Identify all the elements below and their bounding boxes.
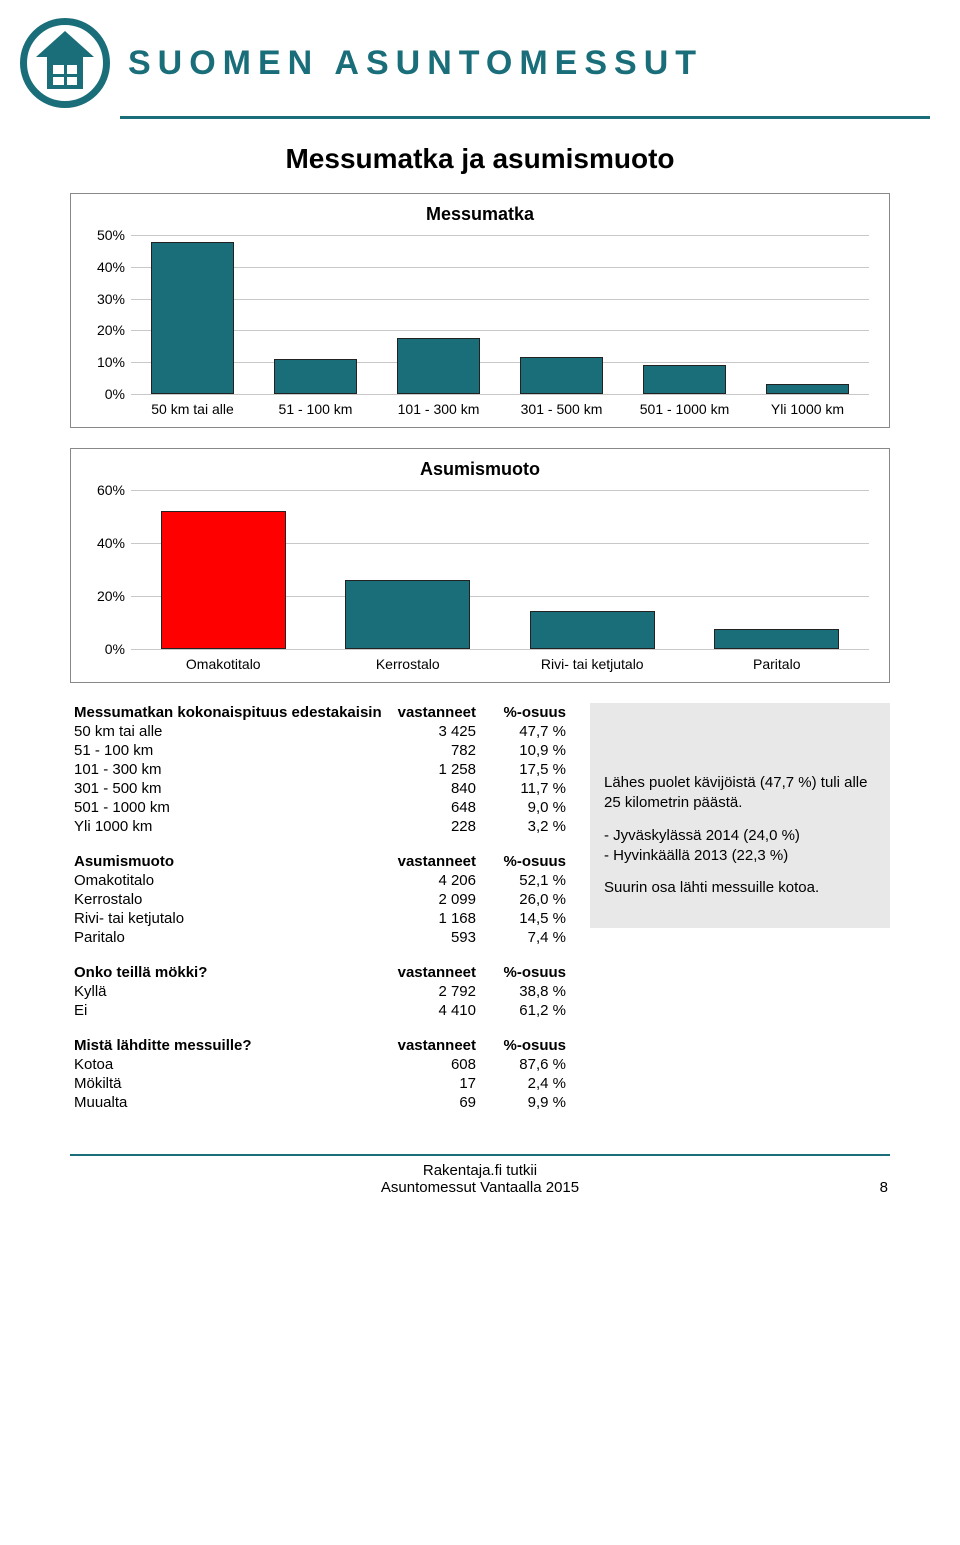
chart-bar: [766, 384, 850, 394]
x-axis-label: Yli 1000 km: [746, 395, 869, 423]
chart-bar: [345, 580, 470, 649]
table-row: Kyllä2 79238,8 %: [70, 982, 570, 1001]
x-axis-label: 101 - 300 km: [377, 395, 500, 423]
x-axis-label: Rivi- tai ketjutalo: [500, 650, 685, 678]
table-row: 50 km tai alle3 42547,7 %: [70, 722, 570, 741]
chart1-title: Messumatka: [85, 204, 875, 225]
page-footer: Rakentaja.fi tutkii Asuntomessut Vantaal…: [0, 1162, 960, 1216]
footer-divider: [70, 1154, 890, 1156]
page-title: Messumatka ja asumismuoto: [0, 143, 960, 175]
y-axis-label: 20%: [85, 588, 125, 604]
callout-text: Suurin osa lähti messuille kotoa.: [604, 878, 876, 898]
chart-messumatka: Messumatka 0% 10% 20% 30% 40% 50% 50 km tai a…: [70, 193, 890, 428]
table-lahto: Mistä lähditte messuille?vastanneet%-osu…: [70, 1036, 570, 1112]
chart-bar: [643, 365, 727, 394]
header-divider: [120, 116, 930, 119]
y-axis-label: 50%: [85, 227, 125, 243]
y-axis-label: 40%: [85, 535, 125, 551]
table-row: Muualta699,9 %: [70, 1093, 570, 1112]
table-row: Mökiltä172,4 %: [70, 1074, 570, 1093]
chart-bar: [714, 629, 839, 649]
x-axis-label: 301 - 500 km: [500, 395, 623, 423]
x-axis-label: Omakotitalo: [131, 650, 316, 678]
table-row: Yli 1000 km2283,2 %: [70, 817, 570, 836]
page-number: 8: [880, 1179, 888, 1196]
x-axis-label: 50 km tai alle: [131, 395, 254, 423]
footer-line: Rakentaja.fi tutkii: [0, 1162, 960, 1179]
y-axis-label: 0%: [85, 386, 125, 402]
y-axis-label: 30%: [85, 291, 125, 307]
chart2-title: Asumismuoto: [85, 459, 875, 480]
y-axis-label: 10%: [85, 354, 125, 370]
x-axis-label: Kerrostalo: [316, 650, 501, 678]
callout-text: Lähes puolet kävijöistä (47,7 %) tuli al…: [604, 773, 876, 814]
chart-bar: [530, 611, 655, 649]
footer-line: Asuntomessut Vantaalla 2015: [0, 1179, 960, 1196]
table-row: 301 - 500 km84011,7 %: [70, 779, 570, 798]
callout-box: Lähes puolet kävijöistä (47,7 %) tuli al…: [590, 703, 890, 928]
data-section: Messumatkan kokonaispituus edestakaisinv…: [70, 703, 890, 1128]
chart-bar: [161, 511, 286, 649]
table-row: Kotoa60887,6 %: [70, 1055, 570, 1074]
table-row: 51 - 100 km78210,9 %: [70, 741, 570, 760]
y-axis-label: 20%: [85, 322, 125, 338]
table-row: Omakotitalo4 20652,1 %: [70, 871, 570, 890]
x-axis-label: Paritalo: [685, 650, 870, 678]
chart-asumismuoto: Asumismuoto 0% 20% 40% 60% OmakotitaloKerro…: [70, 448, 890, 683]
table-messumatka: Messumatkan kokonaispituus edestakaisinv…: [70, 703, 570, 836]
table-row: Rivi- tai ketjutalo1 16814,5 %: [70, 909, 570, 928]
page-header: SUOMEN ASUNTOMESSUT: [0, 0, 960, 116]
x-axis-label: 501 - 1000 km: [623, 395, 746, 423]
table-row: 501 - 1000 km6489,0 %: [70, 798, 570, 817]
table-asumismuoto: Asumismuotovastanneet%-osuusOmakotitalo4…: [70, 852, 570, 947]
chart-bar: [520, 357, 604, 394]
chart-bar: [274, 359, 358, 394]
table-row: Ei4 41061,2 %: [70, 1001, 570, 1020]
y-axis-label: 60%: [85, 482, 125, 498]
table-row: Paritalo5937,4 %: [70, 928, 570, 947]
x-axis-label: 51 - 100 km: [254, 395, 377, 423]
logo-icon: [20, 18, 110, 108]
chart-bar: [151, 242, 235, 394]
y-axis-label: 0%: [85, 641, 125, 657]
table-mokki: Onko teillä mökki?vastanneet%-osuusKyllä…: [70, 963, 570, 1020]
callout-text: - Jyväskylässä 2014 (24,0 %) - Hyvinkääl…: [604, 826, 876, 867]
y-axis-label: 40%: [85, 259, 125, 275]
table-row: Kerrostalo2 09926,0 %: [70, 890, 570, 909]
table-row: 101 - 300 km1 25817,5 %: [70, 760, 570, 779]
brand-name: SUOMEN ASUNTOMESSUT: [128, 44, 703, 83]
chart-bar: [397, 338, 481, 394]
